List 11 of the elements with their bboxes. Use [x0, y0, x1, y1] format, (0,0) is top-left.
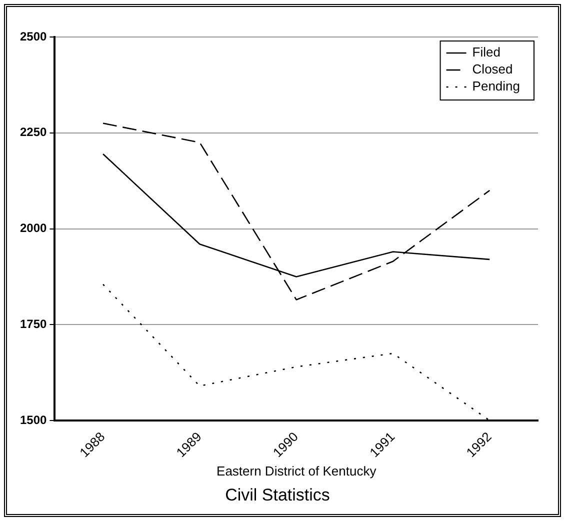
y-tick-label: 2000: [20, 221, 48, 236]
y-tick-label: 2500: [20, 29, 48, 44]
text: Civil Statistics: [225, 485, 330, 504]
line-series: [102, 122, 490, 300]
legend-label: Filed: [472, 44, 500, 60]
x-axis-title: Eastern District of Kentucky: [216, 463, 377, 478]
legend-label: Pending: [472, 78, 520, 94]
legend-label: Closed: [472, 62, 513, 77]
y-tick-label: 1500: [20, 412, 48, 427]
y-tick-label: 1750: [20, 316, 48, 331]
y-tick-label: 2250: [20, 125, 48, 140]
